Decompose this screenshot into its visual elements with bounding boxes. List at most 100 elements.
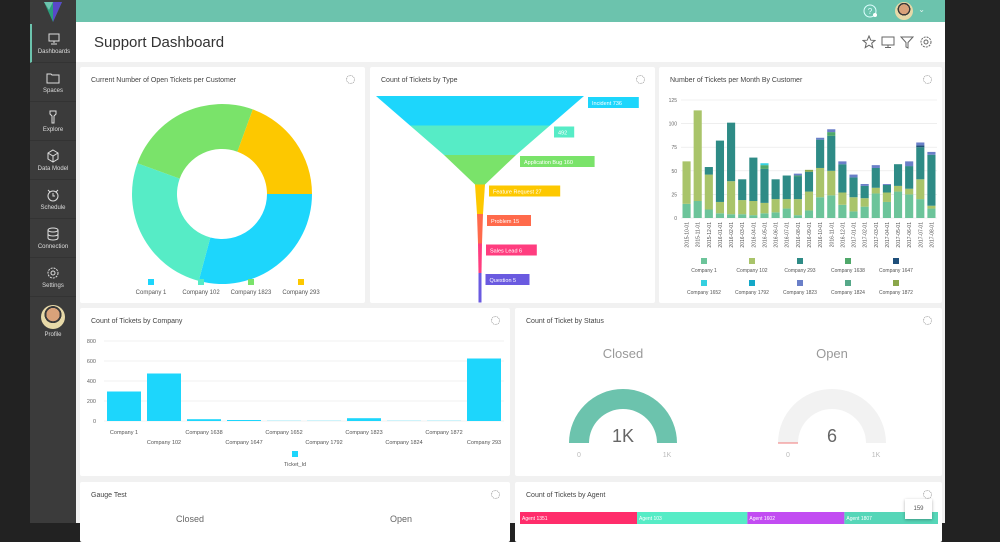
x-tick-label: Company 102 — [147, 440, 181, 446]
stacked-bar-segment — [849, 175, 857, 178]
folder-icon — [46, 71, 60, 85]
agent-label: Agent 1602 — [749, 516, 775, 522]
stacked-bar-segment — [760, 165, 768, 169]
panel-settings-icon[interactable] — [636, 75, 645, 84]
x-tick-label: 2017-08-01 — [929, 222, 935, 248]
sidebar-item-label: Explore — [43, 127, 63, 133]
stacked-bar-segment — [794, 215, 802, 218]
cube-icon — [46, 149, 60, 163]
sidebar-item-explore[interactable]: Explore — [30, 102, 76, 141]
y-tick-label: 0 — [674, 216, 677, 222]
stacked-bar-segment — [716, 213, 724, 218]
x-tick-label: Company 293 — [467, 440, 501, 446]
stacked-bar-segment — [927, 155, 935, 206]
sidebar-item-data-model[interactable]: Data Model — [30, 141, 76, 180]
x-tick-label: 2017-07-01 — [918, 222, 924, 248]
app-logo[interactable] — [30, 0, 76, 24]
legend-swatch — [148, 279, 154, 285]
stacked-bar-segment — [861, 207, 869, 218]
sidebar-item-dashboards[interactable]: Dashboards — [30, 24, 76, 63]
legend-swatch — [749, 258, 755, 264]
stacked-bar-segment — [794, 176, 802, 177]
help-icon[interactable]: ? — [863, 4, 877, 18]
stacked-bar-segment — [894, 186, 902, 192]
legend-label: Company 1872 — [879, 290, 913, 296]
stacked-bar-segment — [716, 141, 724, 202]
filter-icon[interactable] — [900, 35, 914, 49]
x-tick-label: Company 1 — [110, 430, 138, 436]
y-tick-label: 50 — [671, 169, 677, 175]
legend-label: Ticket_Id — [284, 462, 306, 468]
stacked-bar-segment — [805, 192, 813, 211]
x-tick-label: Company 1652 — [265, 430, 302, 436]
y-tick-label: 0 — [93, 419, 96, 425]
sidebar-item-profile[interactable]: Profile — [30, 297, 76, 345]
legend-label: Company 1823 — [231, 290, 272, 296]
monitor-icon — [47, 32, 61, 46]
panel-title: Count of Tickets by Type — [381, 77, 458, 84]
legend-swatch — [298, 279, 304, 285]
sidebar-item-connection[interactable]: Connection — [30, 219, 76, 258]
funnel-segment — [477, 214, 483, 244]
stacked-bar-segment — [749, 201, 757, 215]
funnel-segment — [479, 273, 482, 303]
stacked-bar-segment — [916, 179, 924, 199]
user-avatar[interactable] — [895, 2, 913, 20]
sidebar-item-spaces[interactable]: Spaces — [30, 63, 76, 102]
stacked-bar-segment — [838, 161, 846, 164]
chevron-down-icon[interactable]: ⌄ — [918, 5, 925, 14]
stacked-bar-segment — [883, 184, 891, 185]
x-tick-label: 2016-03-01 — [740, 222, 746, 248]
y-tick-label: 600 — [87, 359, 96, 365]
sidebar-item-label: Connection — [38, 244, 68, 250]
stacked-bar-segment — [705, 210, 713, 218]
funnel-label: Incident 736 — [592, 101, 622, 107]
stacked-bar-segment — [816, 138, 824, 140]
star-icon[interactable] — [862, 35, 876, 49]
gear-icon[interactable] — [919, 35, 933, 49]
stacked-bar-segment — [838, 164, 846, 192]
funnel-segment — [444, 155, 516, 185]
sidebar-item-label: Spaces — [43, 88, 63, 94]
legend-swatch — [701, 280, 707, 286]
panel-settings-icon[interactable] — [923, 75, 932, 84]
avatar — [41, 305, 65, 329]
tickets-per-month-panel: Number of Tickets per Month By Customer … — [659, 67, 942, 303]
x-tick-label: 2015-12-01 — [707, 222, 713, 248]
panel-settings-icon[interactable] — [346, 75, 355, 84]
stacked-bar-segment — [683, 204, 691, 218]
funnel-label: Question 5 — [490, 278, 517, 284]
sidebar-item-label: Settings — [42, 283, 64, 289]
gauge-value: 6 — [827, 426, 837, 446]
svg-text:?: ? — [868, 7, 873, 16]
stacked-bar-segment — [772, 179, 780, 199]
stacked-bar-segment — [827, 136, 835, 171]
sidebar-item-settings[interactable]: Settings — [30, 258, 76, 297]
y-tick-label: 100 — [669, 122, 678, 128]
legend-label: Company 1638 — [831, 268, 865, 274]
stacked-bar-segment — [794, 174, 802, 176]
monitor-icon[interactable] — [881, 35, 895, 49]
sidebar-item-schedule[interactable]: Schedule — [30, 180, 76, 219]
legend-label: Company 102 — [736, 268, 767, 274]
stacked-bar-segment — [849, 177, 857, 197]
alarm-clock-icon — [46, 188, 60, 202]
x-tick-label: 2016-10-01 — [818, 222, 824, 248]
bar — [107, 392, 141, 422]
panel-settings-icon[interactable] — [923, 316, 932, 325]
sidebar-item-label: Dashboards — [38, 49, 70, 55]
stacked-bar-segment — [816, 140, 824, 168]
panel-title: Current Number of Open Tickets per Custo… — [91, 77, 236, 84]
gauge-value: 1K — [612, 426, 634, 446]
gauge-test-panel: Gauge Test Closed Open — [80, 482, 510, 542]
legend-swatch — [198, 279, 204, 285]
legend-label: Company 1 — [136, 290, 167, 296]
legend-swatch — [797, 258, 803, 264]
panel-settings-icon[interactable] — [491, 316, 500, 325]
x-tick-label: 2016-11-01 — [829, 222, 835, 247]
panel-settings-icon[interactable] — [491, 490, 500, 499]
stacked-bar-segment — [749, 215, 757, 218]
